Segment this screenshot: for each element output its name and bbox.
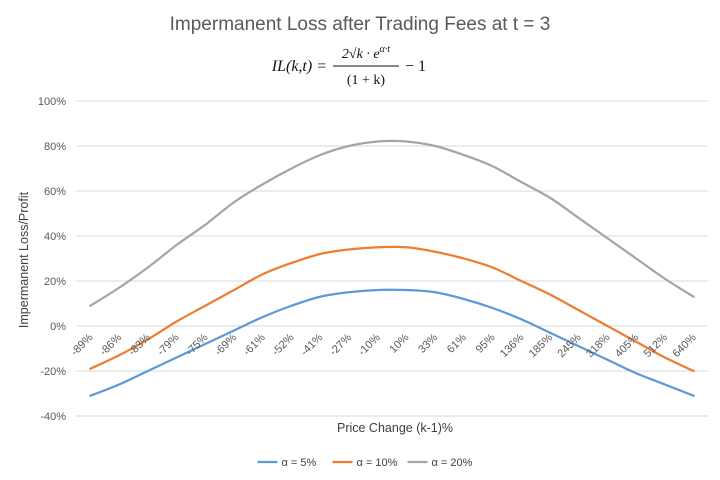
y-tick-label: 0% — [50, 321, 66, 333]
x-tick-label: -10% — [356, 331, 383, 358]
y-tick-label: 40% — [44, 231, 66, 243]
x-tick-label: -75% — [184, 331, 211, 358]
formula-suffix: − 1 — [405, 58, 426, 75]
chart-title: Impermanent Loss after Trading Fees at t… — [170, 14, 551, 35]
formula-denominator: (1 + k) — [347, 73, 386, 88]
x-axis-ticks: -89% -86% -83% -79% -75% -69% -61% -52% -41% -27%… — [69, 331, 699, 360]
x-tick-label: -79% — [155, 331, 182, 358]
gridlines — [76, 100, 708, 417]
y-tick-label: -20% — [40, 366, 66, 378]
x-tick-label: -41% — [299, 331, 326, 358]
series-line-1 — [89, 288, 695, 397]
formula: IL(k,t) = 2√k · eα·t (1 + k) − 1 — [271, 44, 426, 88]
y-axis-ticks: -40% -20% 0% 20% 40% 60% 80% 100% — [38, 96, 66, 423]
y-tick-label: 20% — [44, 276, 66, 288]
x-tick-label: 512% — [642, 331, 671, 360]
x-tick-label: -89% — [69, 331, 96, 358]
x-tick-label: -83% — [126, 331, 153, 358]
x-tick-label: 136% — [498, 331, 527, 360]
formula-numerator-exponent: α·t — [380, 44, 391, 55]
y-tick-label: -40% — [40, 411, 66, 423]
y-tick-label: 60% — [44, 186, 66, 198]
x-tick-label: 61% — [445, 331, 469, 355]
y-axis-label: Impermanent Loss/Profit — [17, 191, 31, 328]
x-axis-label: Price Change (k-1)% — [337, 421, 453, 435]
series-line-3 — [89, 139, 695, 307]
series-line-2 — [89, 245, 695, 373]
x-tick-label: 185% — [527, 331, 556, 360]
legend-label-2: α = 10% — [357, 457, 398, 469]
x-tick-label: 10% — [387, 331, 411, 355]
legend-label-1: α = 5% — [282, 457, 317, 469]
x-tick-label: -27% — [327, 331, 354, 358]
y-tick-label: 100% — [38, 96, 66, 108]
formula-numerator-base: 2√k · e — [342, 47, 380, 62]
x-tick-label: -52% — [270, 331, 297, 358]
x-tick-label: 33% — [416, 331, 440, 355]
formula-numerator: 2√k · eα·t — [342, 44, 390, 62]
y-tick-label: 80% — [44, 141, 66, 153]
x-tick-label: 95% — [474, 331, 498, 355]
x-tick-label: -69% — [212, 331, 239, 358]
legend: α = 5% α = 10% α = 20% — [257, 457, 473, 469]
x-tick-label: -61% — [241, 331, 268, 358]
legend-label-3: α = 20% — [432, 457, 473, 469]
formula-lhs: IL(k,t) = — [271, 58, 327, 75]
x-tick-label: 640% — [670, 331, 699, 360]
series-lines — [89, 139, 695, 397]
